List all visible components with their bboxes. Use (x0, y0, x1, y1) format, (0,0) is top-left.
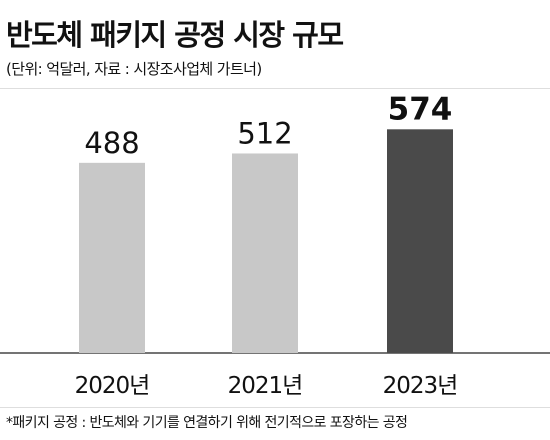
bar-1 (232, 153, 298, 353)
data-label-0: 488 (84, 126, 139, 160)
x-tick-label-1: 2021년 (228, 373, 303, 399)
chart-subtitle: (단위: 억달러, 자료 : 시장조사업체 가트너) (6, 60, 262, 78)
x-tick-label-2: 2023년 (383, 373, 458, 399)
bar-chart: 488 2020년 512 2021년 574 2023년 (0, 88, 550, 408)
chart-title: 반도체 패키지 공정 시장 규모 (6, 18, 344, 52)
x-tick-label-0: 2020년 (75, 373, 150, 399)
data-label-2: 574 (388, 91, 453, 127)
bar-2 (387, 129, 453, 353)
bar-0 (79, 162, 145, 353)
data-label-1: 512 (237, 116, 292, 150)
footnote: *패키지 공정 : 반도체와 기기를 연결하기 위해 전기적으로 포장하는 공정 (6, 415, 408, 431)
